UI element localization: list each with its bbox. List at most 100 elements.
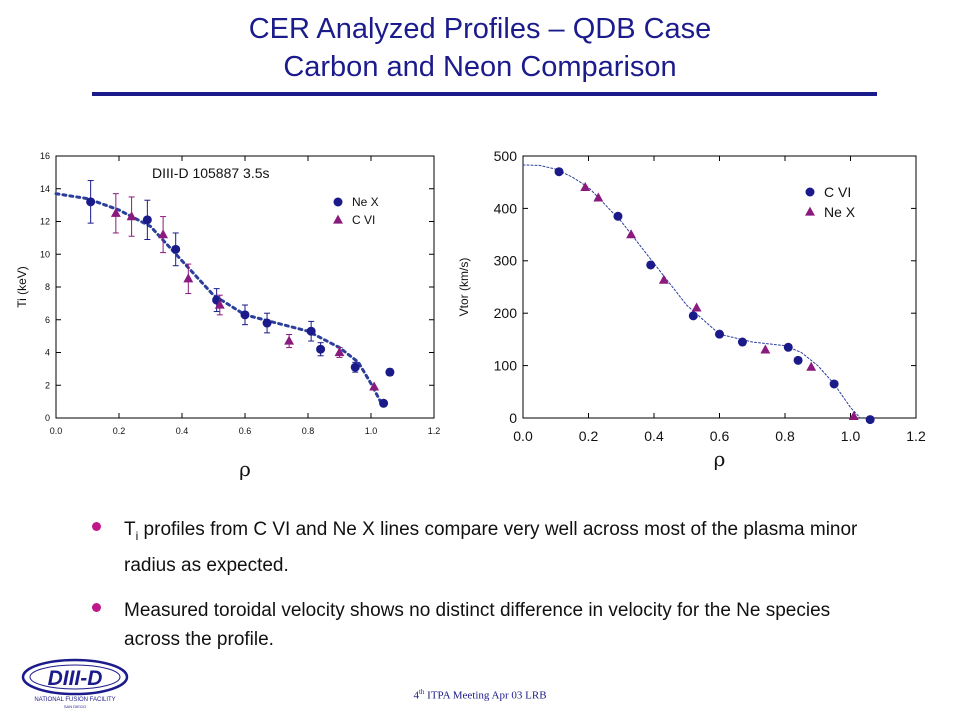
triangle-point — [658, 274, 669, 284]
circle-point — [306, 326, 316, 336]
circle-point — [379, 398, 389, 408]
bullet-text-post: profiles from C VI and Ne X lines compar… — [124, 519, 858, 576]
bullet-icon — [92, 602, 101, 612]
triangle-point — [334, 347, 345, 357]
x-tick-label: 0.0 — [513, 428, 533, 444]
footer-post: ITPA Meeting Apr 03 LRB — [424, 689, 547, 702]
triangle-point — [806, 361, 817, 371]
y-tick-label: 500 — [494, 148, 518, 164]
y-tick-label: 400 — [494, 200, 518, 216]
chart-annotation: DIII-D 105887 3.5s — [152, 165, 270, 181]
legend-marker — [333, 214, 343, 224]
x-tick-label: 1.0 — [365, 426, 378, 436]
triangle-point — [110, 207, 121, 217]
x-tick-label: 1.2 — [906, 428, 926, 444]
triangle-point — [593, 192, 604, 202]
x-tick-label: 1.0 — [841, 428, 861, 444]
logo-subtext: NATIONAL FUSION FACILITY — [34, 697, 115, 703]
title-underline — [92, 92, 877, 96]
triangle-point — [369, 381, 380, 391]
bullet-item: Ti profiles from C VI and Ne X lines com… — [92, 515, 882, 580]
y-tick-label: 4 — [45, 348, 50, 358]
x-tick-label: 1.2 — [428, 426, 441, 436]
circle-point — [171, 244, 181, 254]
triangle-point — [284, 335, 295, 345]
diii-d-logo: DIII-D NATIONAL FUSION FACILITY SAN DIEG… — [21, 658, 129, 709]
footer: 4th ITPA Meeting Apr 03 LRB — [0, 688, 960, 702]
x-tick-label: 0.4 — [644, 428, 664, 444]
x-tick-label: 0.2 — [579, 428, 599, 444]
x-tick-label: 0.4 — [176, 426, 189, 436]
x-tick-label: 0.2 — [113, 426, 126, 436]
y-tick-label: 6 — [45, 315, 50, 325]
x-tick-label: 0.0 — [50, 426, 63, 436]
triangle-point — [760, 344, 771, 354]
ti-profile-chart: 0.0 0.2 0.4 0.6 0.8 1.0 1.2 0 2 4 6 8 10 12 14 16 Ne X C … — [15, 151, 441, 481]
circle-point — [86, 197, 96, 207]
y-tick-label: 100 — [494, 358, 518, 374]
bullet-text-sub: i — [135, 528, 139, 543]
circle-point — [865, 415, 875, 425]
circle-point — [793, 355, 803, 365]
x-tick-label: 0.6 — [710, 428, 730, 444]
circle-point — [350, 362, 360, 372]
footer-sup: th — [418, 688, 425, 696]
circle-point — [646, 260, 656, 270]
y-axis-label: Vtor (km/s) — [457, 258, 471, 317]
circle-point — [240, 310, 250, 320]
bullet-item: Measured toroidal velocity shows no dist… — [92, 596, 882, 654]
x-axis-label: ρ — [239, 457, 251, 481]
triangle-point — [126, 211, 137, 221]
circle-point — [829, 379, 839, 389]
y-tick-label: 8 — [45, 282, 50, 292]
vtor-profile-chart: 0.0 0.2 0.4 0.6 0.8 1.0 1.2 0 100 200 300 400 500 C V… — [457, 148, 926, 471]
legend-label: C VI — [824, 184, 851, 200]
x-tick-label: 0.8 — [775, 428, 795, 444]
y-tick-label: 0 — [45, 413, 50, 423]
y-axis-label: Ti (keV) — [15, 266, 29, 308]
triangle-point — [580, 182, 591, 192]
bullet-list: Ti profiles from C VI and Ne X lines com… — [92, 515, 882, 670]
circle-point — [142, 215, 152, 225]
bullet-text-pre: T — [124, 519, 136, 540]
circle-point — [613, 211, 623, 221]
slide-title-line1: CER Analyzed Profiles – QDB Case — [248, 13, 712, 45]
circle-point — [715, 329, 724, 339]
legend-marker — [333, 197, 343, 207]
legend-label: Ne X — [352, 195, 379, 209]
y-tick-label: 16 — [40, 151, 50, 161]
circle-point — [737, 337, 747, 347]
x-axis-label: ρ — [714, 447, 726, 471]
slide-title-line2: Carbon and Neon Comparison — [283, 51, 677, 83]
triangle-point — [848, 411, 859, 421]
y-tick-label: 12 — [40, 217, 50, 227]
triangle-point — [626, 229, 637, 239]
circle-point — [316, 344, 326, 354]
legend-label: Ne X — [824, 204, 856, 220]
circle-point — [688, 311, 698, 321]
circle-point — [783, 342, 793, 352]
logo-text: DIII-D — [48, 667, 103, 690]
triangle-point — [183, 273, 194, 283]
y-tick-label: 14 — [40, 184, 50, 194]
circle-point — [554, 167, 564, 177]
y-tick-label: 300 — [494, 253, 518, 269]
circle-point — [262, 318, 272, 328]
plot-frame — [522, 155, 917, 419]
triangle-point — [214, 299, 225, 309]
y-tick-label: 200 — [494, 305, 518, 321]
triangle-point — [158, 229, 169, 239]
legend-marker — [805, 206, 815, 216]
y-tick-label: 2 — [45, 380, 50, 390]
footer-pre: 4 — [413, 689, 419, 702]
triangle-point — [691, 302, 702, 312]
circle-point — [385, 367, 395, 377]
bullet-text: Measured toroidal velocity shows no dist… — [124, 599, 831, 650]
fit-curve — [522, 164, 861, 419]
legend-label: C VI — [352, 213, 375, 227]
legend-marker — [805, 187, 815, 197]
bullet-icon — [92, 522, 101, 531]
y-tick-label: 0 — [509, 410, 517, 426]
x-tick-label: 0.6 — [239, 426, 252, 436]
x-tick-label: 0.8 — [302, 426, 315, 436]
